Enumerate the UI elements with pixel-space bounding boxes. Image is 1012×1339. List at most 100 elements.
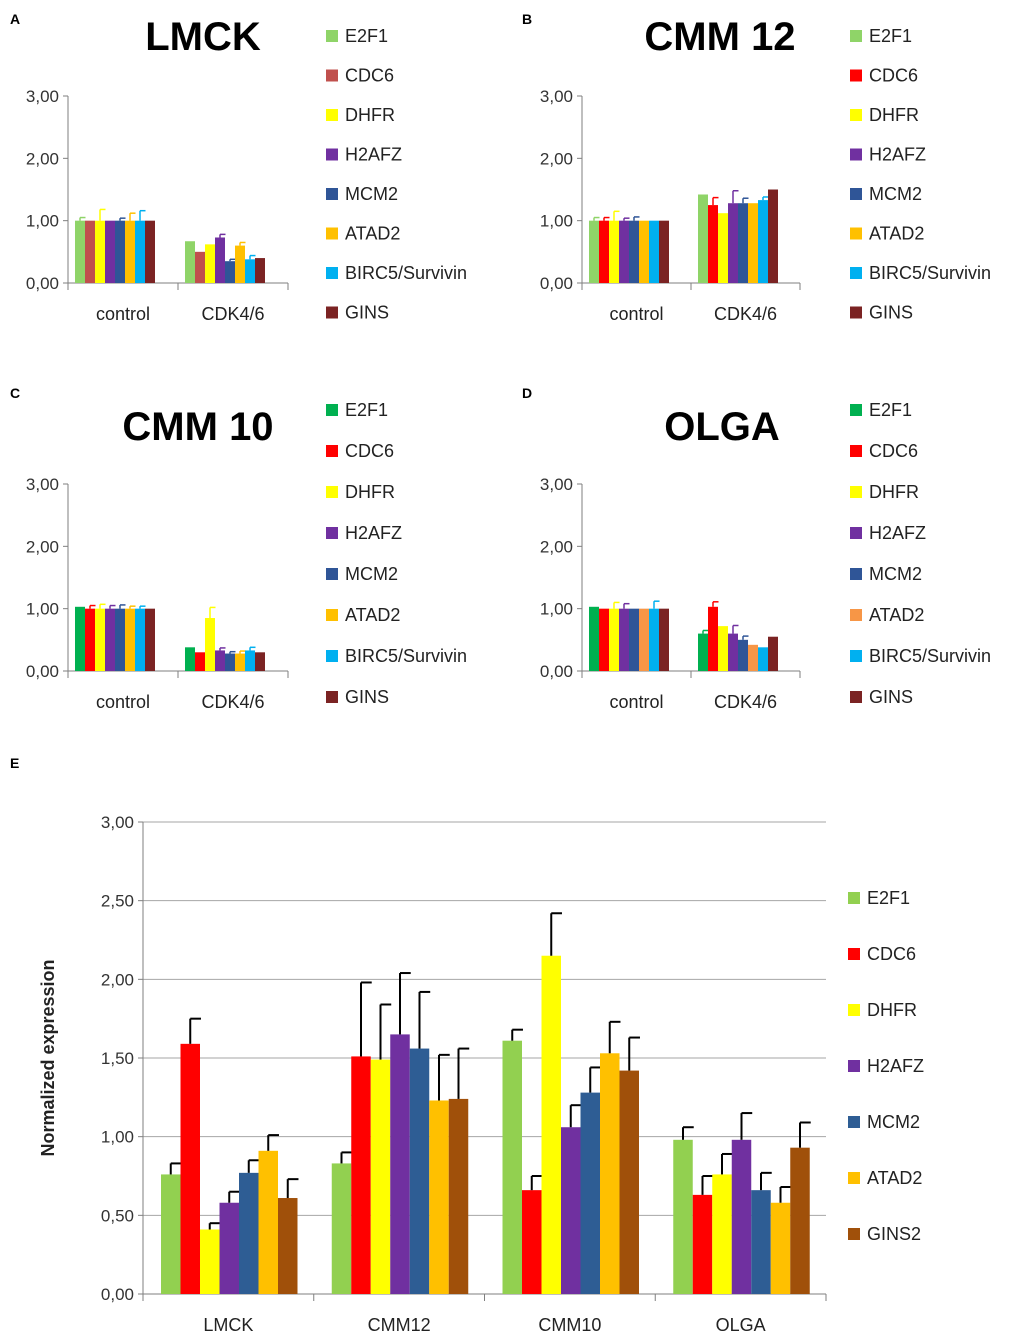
bar <box>85 220 95 283</box>
y-tick-label: 2,00 <box>101 970 134 989</box>
y-tick-label: 1,00 <box>540 212 573 231</box>
bar <box>649 608 659 671</box>
legend-label: E2F1 <box>345 400 388 420</box>
bar <box>698 633 708 671</box>
bar <box>180 1043 200 1294</box>
x-tick-label: CDK4/6 <box>714 692 777 712</box>
legend-label: H2AFZ <box>867 1056 924 1076</box>
x-tick-label: CMM10 <box>538 1315 601 1335</box>
legend-label: DHFR <box>345 105 395 125</box>
legend-label: DHFR <box>869 482 919 502</box>
bar <box>758 200 768 283</box>
bar <box>659 608 669 671</box>
bar <box>718 626 728 671</box>
chart-title: CMM 10 <box>122 405 273 449</box>
bar <box>748 203 758 283</box>
legend-swatch <box>326 306 338 319</box>
bar <box>205 618 215 671</box>
legend-label: CDC6 <box>345 441 394 461</box>
legend-swatch <box>326 267 338 279</box>
legend-label: E2F1 <box>869 400 912 420</box>
legend-label: GINS <box>345 687 389 707</box>
y-tick-label: 1,00 <box>540 600 573 619</box>
bar <box>522 1190 542 1294</box>
legend-swatch <box>850 267 862 279</box>
legend-swatch <box>850 609 862 621</box>
bar <box>790 1147 810 1294</box>
legend-label: H2AFZ <box>869 145 926 165</box>
legend-label: ATAD2 <box>345 224 400 244</box>
legend-swatch <box>850 691 862 703</box>
bar <box>698 194 708 283</box>
y-tick-label: 0,00 <box>540 662 573 681</box>
x-tick-label: control <box>609 692 663 712</box>
legend-swatch <box>850 69 862 82</box>
y-tick-label: 3,00 <box>540 87 573 106</box>
bar <box>219 1202 239 1294</box>
y-tick-label: 2,00 <box>26 149 59 168</box>
bar <box>708 606 718 671</box>
bar <box>105 220 115 283</box>
bar <box>619 608 629 671</box>
chart-a: LMCK 0,00 1,00 2,00 3,00 control CDK4/6 E2F1 CDC… <box>26 15 467 324</box>
panel-label-c: C <box>10 385 20 401</box>
legend-swatch <box>326 691 338 703</box>
bar <box>145 608 155 671</box>
legend-swatch <box>848 1116 860 1128</box>
bar <box>629 220 639 283</box>
legend-label: GINS <box>869 687 913 707</box>
bar <box>738 639 748 671</box>
bar <box>135 608 145 671</box>
legend-swatch <box>850 306 862 319</box>
chart-e: 0,00 0,50 1,00 1,50 2,00 2,50 3,00 LMCK CMM12 CMM… <box>38 813 924 1335</box>
chart-c: CMM 10 0,00 1,00 2,00 3,00 control CDK4/6 E2F1 C… <box>26 400 467 712</box>
legend-label: ATAD2 <box>867 1168 922 1188</box>
legend-swatch <box>848 1060 860 1072</box>
x-tick-label: control <box>96 692 150 712</box>
y-tick-label: 2,00 <box>540 537 573 556</box>
bar <box>738 203 748 283</box>
y-tick-label: 3,00 <box>26 87 59 106</box>
legend-label: CDC6 <box>869 66 918 86</box>
bar <box>75 606 85 671</box>
panel-label-e: E <box>10 755 19 771</box>
bar <box>448 1098 469 1294</box>
x-tick-label: CDK4/6 <box>201 692 264 712</box>
bar <box>135 220 145 283</box>
bar <box>161 1174 181 1294</box>
x-tick-label: control <box>96 304 150 324</box>
legend-label: BIRC5/Survivin <box>345 646 467 666</box>
legend-swatch <box>848 1004 860 1016</box>
x-tick-label: CDK4/6 <box>201 304 264 324</box>
bar <box>429 1100 449 1294</box>
y-tick-label: 2,50 <box>101 892 134 911</box>
y-tick-label: 0,50 <box>101 1206 134 1225</box>
bar <box>712 1174 732 1294</box>
bar <box>235 245 245 283</box>
y-tick-label: 3,00 <box>540 475 573 494</box>
bar <box>728 203 738 283</box>
bar <box>225 653 235 671</box>
bar <box>541 955 561 1294</box>
bar <box>609 220 619 283</box>
legend-label: BIRC5/Survivin <box>869 646 991 666</box>
legend-label: MCM2 <box>345 184 398 204</box>
legend-label: ATAD2 <box>869 224 924 244</box>
legend-label: ATAD2 <box>345 605 400 625</box>
y-tick-label: 1,00 <box>101 1128 134 1147</box>
legend-label: DHFR <box>867 1000 917 1020</box>
bar <box>115 220 125 283</box>
legend-swatch <box>850 445 862 457</box>
legend-swatch <box>326 148 338 161</box>
bar <box>639 608 649 671</box>
y-tick-label: 2,00 <box>26 537 59 556</box>
legend-swatch <box>326 445 338 457</box>
legend-label: GINS <box>345 303 389 323</box>
legend-swatch <box>848 892 860 904</box>
bar <box>239 1172 259 1294</box>
legend-swatch <box>326 227 338 240</box>
bar <box>125 608 135 671</box>
legend-swatch <box>850 486 862 498</box>
legend-swatch <box>326 30 338 42</box>
bar <box>659 220 669 283</box>
